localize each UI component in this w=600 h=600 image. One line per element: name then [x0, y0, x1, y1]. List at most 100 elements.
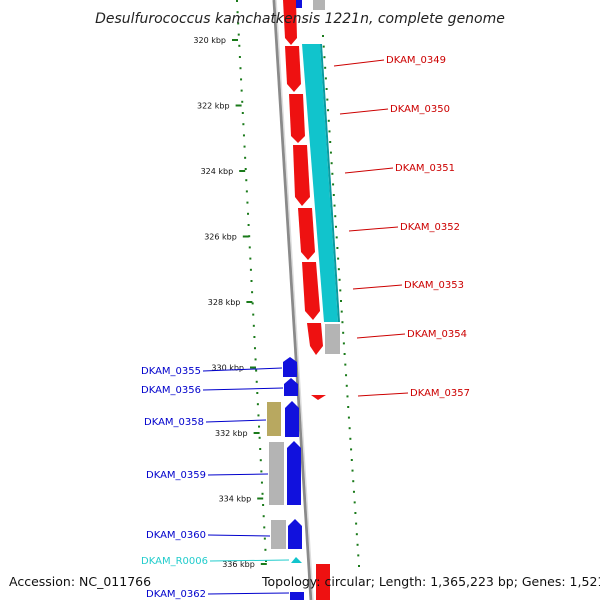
- gene-label-dkam-0355[interactable]: DKAM_0355: [141, 366, 201, 377]
- scale-dot: [338, 278, 341, 281]
- cds-feature-dkam-0359[interactable]: [287, 441, 301, 505]
- scale-dot: [358, 565, 360, 567]
- cds-feature-dkam-0350[interactable]: [289, 94, 305, 143]
- cds-feature-bottom[interactable]: [316, 564, 330, 600]
- scale-dot: [325, 88, 328, 90]
- scale-dot: [255, 380, 258, 383]
- scale-dot: [349, 437, 352, 440]
- scale-dot: [329, 151, 332, 154]
- scale-dot: [341, 321, 344, 324]
- scale-dot: [240, 89, 243, 92]
- scale-dot: [258, 436, 261, 439]
- scale-dot: [322, 45, 325, 48]
- gene-label-dkam-0350[interactable]: DKAM_0350: [390, 104, 450, 115]
- olive-feature-0358[interactable]: [267, 402, 281, 436]
- cds-feature-dkam-0356[interactable]: [284, 378, 298, 396]
- scale-dot: [241, 112, 244, 114]
- grey-feature-0360[interactable]: [271, 520, 286, 549]
- genome-backbone: [272, 0, 313, 600]
- grey-feature-top[interactable]: [313, 0, 325, 10]
- scale-dot: [352, 480, 355, 483]
- scale-dot: [262, 504, 265, 506]
- right-label-leaders: [333, 59, 409, 397]
- scale-dot: [236, 0, 238, 2]
- cyan-feature-upper[interactable]: [302, 44, 338, 322]
- axis-tick-label: 336 kbp: [222, 560, 255, 569]
- gene-label-dkam-0354[interactable]: DKAM_0354: [407, 329, 467, 340]
- rna-label-leader: [209, 559, 290, 562]
- scale-dot: [259, 448, 262, 450]
- forward-cds-track: [283, 0, 330, 600]
- gene-label-dkam-0358[interactable]: DKAM_0358: [144, 417, 204, 428]
- gene-label-dkam-0353[interactable]: DKAM_0353: [404, 280, 464, 291]
- gene-label-dkam-0359[interactable]: DKAM_0359: [146, 470, 206, 481]
- scale-dot: [339, 289, 342, 292]
- axis-tick-label: 330 kbp: [211, 364, 244, 373]
- cyan-rna-feature[interactable]: [291, 557, 302, 563]
- scale-dot: [334, 215, 337, 218]
- scale-dot: [244, 156, 247, 159]
- scale-dot: [351, 469, 354, 472]
- grey-feature-0354[interactable]: [325, 324, 340, 354]
- cds-feature-dkam-0360[interactable]: [288, 519, 302, 549]
- reverse-cds-track: [283, 0, 304, 600]
- cds-feature-dkam-0357[interactable]: [311, 395, 326, 400]
- scale-dot: [244, 168, 247, 170]
- gene-label-dkam-0349[interactable]: DKAM_0349: [386, 55, 446, 66]
- accession-text: Accession: NC_011766: [9, 574, 152, 589]
- cds-feature-dkam-0352[interactable]: [298, 208, 315, 260]
- axis-tick-label: 332 kbp: [215, 429, 248, 438]
- scale-dot: [238, 44, 241, 47]
- scale-dot: [347, 406, 350, 408]
- scale-dot: [255, 369, 258, 372]
- scale-dot: [261, 492, 264, 495]
- cds-feature-dkam-0349[interactable]: [285, 46, 301, 92]
- scale-dot: [323, 56, 326, 59]
- scale-dot: [353, 501, 356, 504]
- scale-dot: [340, 310, 343, 313]
- scale-dot: [332, 183, 335, 186]
- scale-dot: [252, 324, 255, 327]
- scale-dot: [355, 522, 358, 525]
- cds-feature-dkam-0354[interactable]: [307, 323, 323, 355]
- scale-dot: [265, 560, 267, 562]
- gene-label-dkam-0360[interactable]: DKAM_0360: [146, 530, 206, 541]
- scale-dot: [327, 109, 330, 112]
- gene-label-dkam-r0006[interactable]: DKAM_R0006: [141, 556, 208, 567]
- scale-dot: [251, 291, 254, 294]
- axis-tick-label: 328 kbp: [208, 298, 241, 307]
- cds-feature-dkam-0353[interactable]: [302, 262, 320, 320]
- scale-dot: [258, 425, 261, 428]
- scale-dot: [240, 78, 243, 81]
- grey-feature-0359[interactable]: [269, 442, 284, 505]
- axis-tick-label: 324 kbp: [201, 167, 234, 176]
- scale-dot: [238, 56, 241, 58]
- gene-label-dkam-0351[interactable]: DKAM_0351: [395, 163, 455, 174]
- axis-ticks: 320 kbp 322 kbp 324 kbp 326 kbp 328 kbp 330 k…: [193, 36, 267, 569]
- scale-dot: [356, 543, 359, 546]
- scale-dot: [336, 247, 339, 249]
- scale-dot: [355, 533, 358, 536]
- scale-dot: [239, 67, 242, 70]
- scale-dot: [346, 395, 349, 398]
- cds-feature-dkam-0358[interactable]: [285, 401, 299, 437]
- cds-feature-dkam-0355[interactable]: [283, 357, 297, 377]
- scale-dot: [256, 403, 259, 406]
- scale-dots: [236, 0, 360, 567]
- gene-label-dkam-0357[interactable]: DKAM_0357: [410, 388, 470, 399]
- cds-feature-top[interactable]: [283, 0, 297, 45]
- scale-dot: [263, 537, 266, 540]
- gene-label-dkam-0356[interactable]: DKAM_0356: [141, 385, 201, 396]
- scale-dot: [340, 300, 342, 302]
- scale-dot: [243, 145, 246, 148]
- scale-dot: [331, 172, 334, 175]
- scale-dot: [345, 374, 348, 377]
- gene-label-dkam-0352[interactable]: DKAM_0352: [400, 222, 460, 233]
- gene-label-dkam-0362[interactable]: DKAM_0362: [146, 589, 206, 600]
- scale-dot: [328, 130, 331, 133]
- cds-feature-dkam-0351[interactable]: [293, 145, 310, 206]
- reverse-feature-top[interactable]: [296, 0, 302, 8]
- cds-feature-dkam-0362[interactable]: [290, 592, 304, 600]
- scale-dot: [237, 33, 240, 36]
